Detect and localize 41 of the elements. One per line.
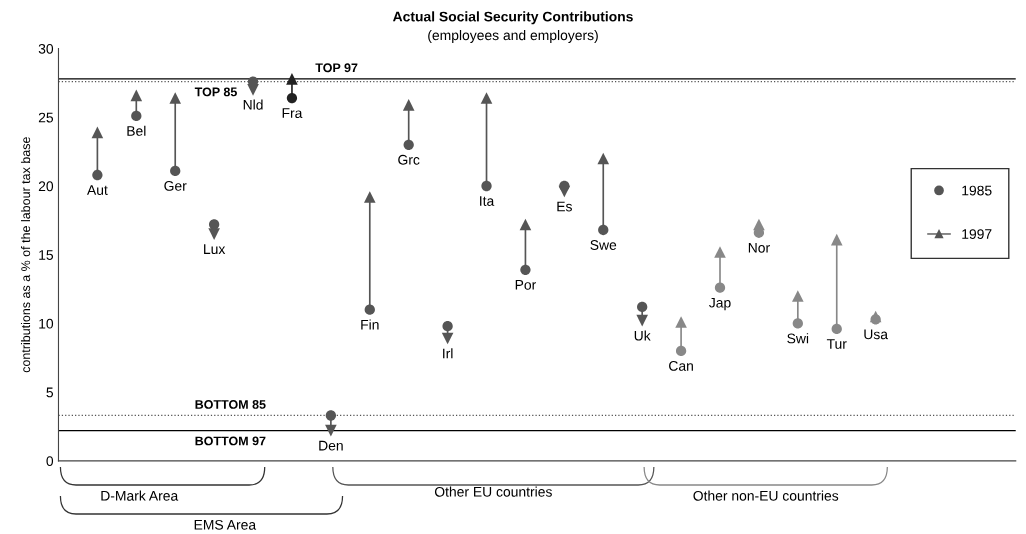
text: Other EU countries — [434, 486, 552, 497]
x-tick-label: Bel — [127, 125, 146, 136]
y-tick-label: 5 — [46, 387, 54, 398]
x-tick-label: Nor — [748, 242, 770, 253]
y-tick-label: 30 — [38, 43, 54, 54]
x-tick-label: Den — [319, 440, 343, 451]
text: Other non-EU countries — [693, 490, 839, 501]
y-tick-label: 20 — [38, 181, 54, 192]
chart-title: Actual Social Security Contributions — [392, 11, 633, 25]
x-tick-label: Es — [557, 201, 572, 212]
y-axis-title: contributions as a % of the labour tax base — [20, 137, 31, 373]
ref-line-label: TOP 85 — [194, 87, 237, 97]
x-tick-label: Ita — [480, 196, 495, 206]
y-tick-label: 25 — [38, 112, 54, 123]
x-tick-label: Aut — [87, 185, 108, 195]
x-tick-label: Lux — [204, 244, 226, 255]
ref-line-label: BOTTOM 97 — [195, 436, 266, 446]
x-tick-label: Ger — [164, 180, 187, 191]
ref-line-label: TOP 97 — [315, 63, 358, 73]
x-tick-label: Usa — [864, 329, 888, 340]
x-tick-label: Jap — [709, 297, 731, 311]
legend-label: 1997 — [962, 229, 992, 239]
y-tick-label: 15 — [39, 250, 54, 260]
text: EMS Area — [194, 519, 257, 530]
x-tick-label: Fin — [361, 319, 379, 330]
x-tick-label: Uk — [634, 330, 651, 341]
x-tick-label: Swi — [787, 333, 809, 344]
chart-subtitle: (employees and employers) — [428, 29, 598, 43]
x-tick-label: Swe — [590, 240, 617, 250]
x-tick-label: Irl — [443, 348, 453, 359]
x-tick-label: Fra — [282, 108, 303, 118]
x-tick-label: Grc — [398, 154, 420, 165]
ref-line-label: BOTTOM 85 — [195, 400, 266, 409]
x-tick-label: Can — [669, 361, 693, 371]
x-tick-label: Nld — [243, 99, 263, 110]
y-tick-label: 0 — [46, 456, 54, 467]
text: D-Mark Area — [101, 490, 179, 501]
x-tick-label: Por — [515, 280, 537, 290]
x-tick-label: Tur — [826, 339, 847, 349]
y-tick-label: 10 — [39, 318, 54, 329]
legend-label: 1985 — [962, 185, 992, 196]
